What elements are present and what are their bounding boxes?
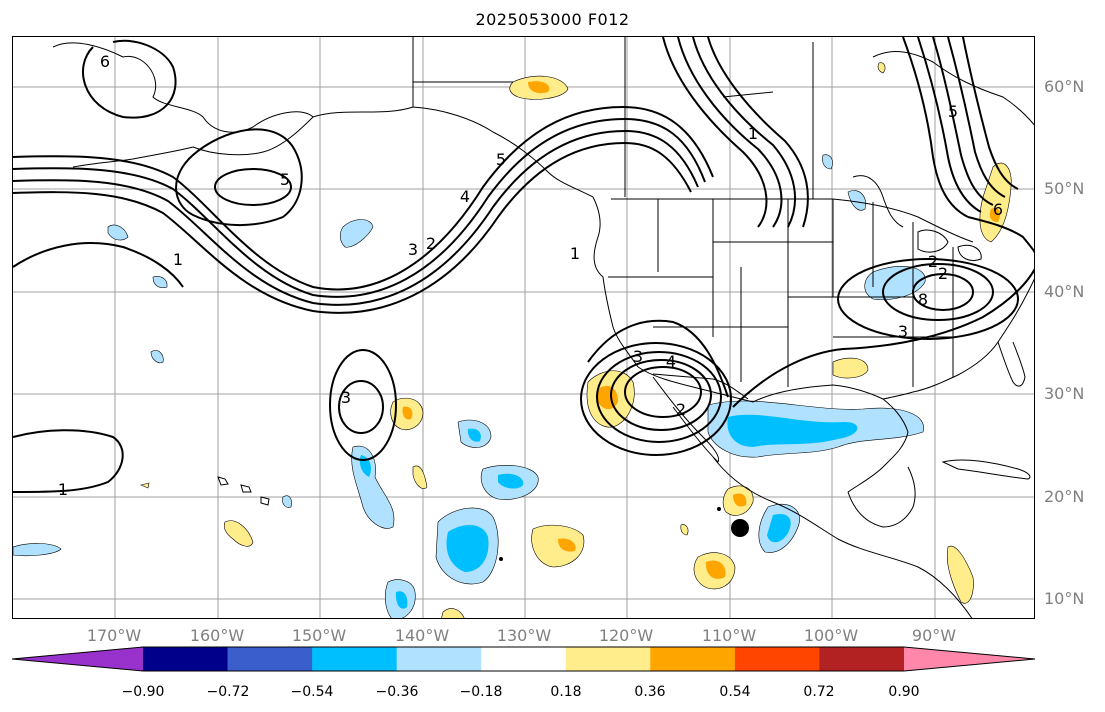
contour-label: 6 bbox=[993, 200, 1003, 219]
colorbar-extend-high bbox=[904, 647, 1035, 671]
colorbar-cell bbox=[396, 647, 482, 671]
contour-label: 1 bbox=[173, 250, 183, 269]
lon-label-170w: 170°W bbox=[86, 626, 142, 645]
contour-label: 8 bbox=[918, 290, 928, 309]
contour-label: 6 bbox=[100, 52, 110, 71]
contour-label: 1 bbox=[570, 244, 580, 263]
graticule bbox=[13, 37, 1034, 618]
colorbar-tick: 0.90 bbox=[888, 684, 920, 700]
lon-label-120w: 120°W bbox=[598, 626, 654, 645]
colorbar-tick: −0.90 bbox=[121, 684, 165, 700]
contour-label: 3 bbox=[633, 347, 643, 366]
contour-label: 4 bbox=[460, 187, 470, 206]
colorbar-tick: 0.54 bbox=[719, 684, 751, 700]
colorbar-cell bbox=[565, 647, 651, 671]
lon-label-100w: 100°W bbox=[803, 626, 859, 645]
colorbar-tick: 0.36 bbox=[634, 684, 666, 700]
contour-label: 1 bbox=[58, 480, 68, 499]
contour-label: 3 bbox=[341, 388, 351, 407]
colorbar-extend-low bbox=[12, 647, 143, 671]
contour-label-group: 6 5 1 1 1 4 3 2 5 3 2 1 4 5 3 2 6 2 8 3 bbox=[58, 52, 1003, 499]
colorbar-cell bbox=[312, 647, 398, 671]
contour-label: 2 bbox=[676, 400, 686, 419]
lon-label-130w: 130°W bbox=[496, 626, 552, 645]
location-marker bbox=[731, 519, 749, 537]
colorbar-tick: 0.72 bbox=[803, 684, 835, 700]
contour-label: 2 bbox=[928, 252, 938, 271]
lat-label-20n: 20°N bbox=[1044, 487, 1085, 506]
coastlines-borders bbox=[52, 37, 1034, 618]
lon-label-160w: 160°W bbox=[189, 626, 245, 645]
colorbar-cell bbox=[819, 647, 905, 671]
contour-label: 5 bbox=[948, 102, 958, 121]
contour-label: 5 bbox=[496, 150, 506, 169]
colorbar-cell bbox=[734, 647, 820, 671]
contour-label: 3 bbox=[898, 322, 908, 341]
lat-label-40n: 40°N bbox=[1044, 282, 1085, 301]
colorbar-cell bbox=[481, 647, 567, 671]
lon-label-110w: 110°W bbox=[701, 626, 757, 645]
chart-title: 2025053000 F012 bbox=[475, 10, 630, 29]
colorbar-cell bbox=[650, 647, 736, 671]
colorbar-cell bbox=[143, 647, 229, 671]
contour-label: 4 bbox=[666, 352, 676, 371]
lat-label-50n: 50°N bbox=[1044, 179, 1085, 198]
shaded-fields bbox=[13, 62, 1012, 618]
colorbar-tick: 0.18 bbox=[550, 684, 582, 700]
lat-label-30n: 30°N bbox=[1044, 384, 1085, 403]
colorbar-tick: −0.36 bbox=[375, 684, 419, 700]
lat-label-10n: 10°N bbox=[1044, 589, 1085, 608]
map-canvas: 6 5 1 1 1 4 3 2 5 3 2 1 4 5 3 2 6 2 8 3 bbox=[13, 37, 1034, 618]
contour-label: 1 bbox=[748, 124, 758, 143]
lon-label-150w: 150°W bbox=[291, 626, 347, 645]
map-panel: 6 5 1 1 1 4 3 2 5 3 2 1 4 5 3 2 6 2 8 3 bbox=[12, 36, 1035, 619]
contour-lines bbox=[13, 37, 1034, 493]
colorbar bbox=[11, 646, 1036, 672]
colorbar-tick: −0.18 bbox=[459, 684, 503, 700]
contour-label: 5 bbox=[280, 170, 290, 189]
contour-label: 3 bbox=[408, 240, 418, 259]
contour-label: 2 bbox=[938, 264, 948, 283]
lon-label-140w: 140°W bbox=[394, 626, 450, 645]
colorbar-tick: −0.54 bbox=[290, 684, 334, 700]
lat-label-60n: 60°N bbox=[1044, 77, 1085, 96]
colorbar-tick: −0.72 bbox=[206, 684, 250, 700]
lon-label-90w: 90°W bbox=[911, 626, 957, 645]
colorbar-cell bbox=[227, 647, 313, 671]
contour-label: 2 bbox=[426, 234, 436, 253]
